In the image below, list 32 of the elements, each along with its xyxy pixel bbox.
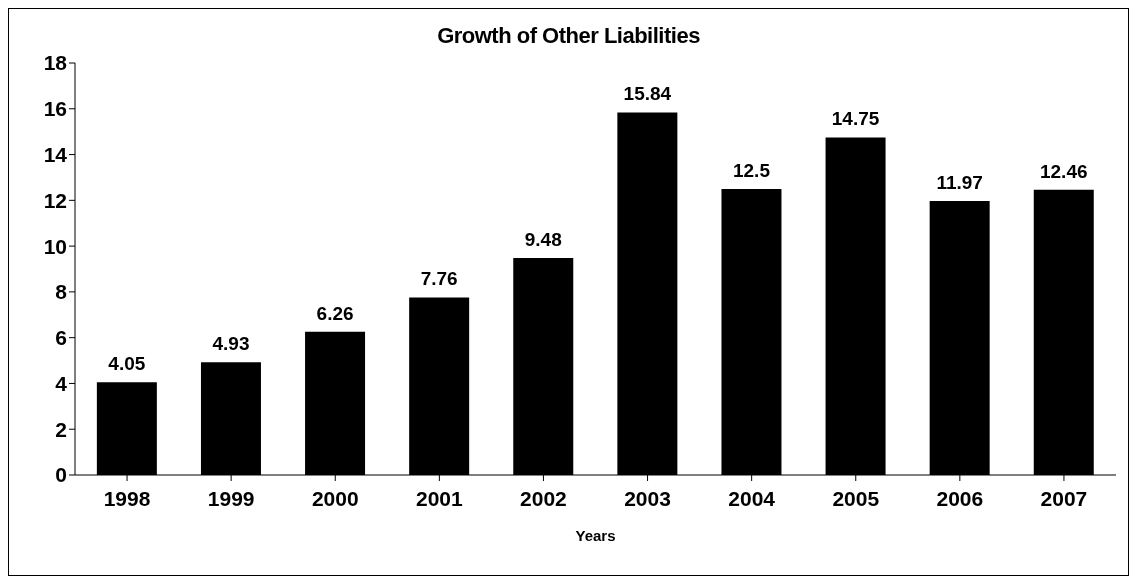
y-tick-label: 2	[55, 417, 67, 441]
data-label: 6.26	[316, 302, 354, 324]
data-label: 15.84	[623, 83, 672, 105]
y-tick-label: 8	[55, 280, 68, 304]
data-label: 11.97	[936, 172, 983, 194]
y-tick-label: 16	[43, 97, 67, 121]
y-tick-label: 12	[43, 188, 67, 212]
x-tick-label: 2001	[415, 486, 464, 510]
x-tick-label: 2000	[311, 486, 359, 510]
x-tick-label: 2003	[624, 486, 671, 510]
data-label: 7.76	[420, 268, 458, 290]
chart-title: Growth of Other Liabilities	[436, 23, 701, 49]
x-tick-label: 2007	[1040, 486, 1088, 510]
data-label: 14.75	[831, 108, 880, 130]
y-tick-label: 18	[43, 51, 68, 75]
x-tick-label: 2005	[832, 486, 880, 510]
x-axis-title: Years	[575, 527, 616, 544]
y-tick-label: 6	[55, 326, 67, 350]
x-tick-label: 1998	[103, 486, 151, 510]
y-tick-label: 4	[55, 371, 68, 395]
y-tick-label: 14	[43, 143, 68, 167]
data-label: 12.46	[1039, 160, 1088, 182]
data-label: 4.93	[212, 333, 250, 355]
y-tick-label: 10	[43, 234, 67, 258]
x-tick-label: 2002	[520, 486, 567, 510]
data-label: 9.48	[524, 229, 562, 251]
data-label: 12.5	[732, 159, 771, 181]
data-label: 4.05	[108, 353, 146, 375]
y-tick-label: 0	[55, 463, 67, 487]
x-tick-label: 1999	[207, 486, 255, 510]
x-tick-label: 2004	[728, 486, 776, 510]
x-tick-label: 2006	[936, 486, 984, 510]
